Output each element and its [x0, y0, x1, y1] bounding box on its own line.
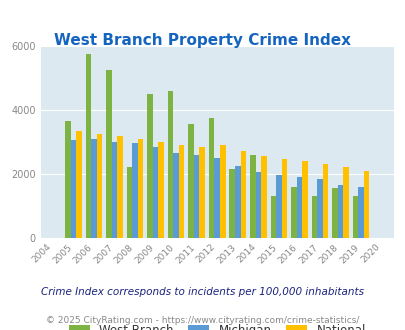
Bar: [126, 167, 132, 238]
Bar: [106, 70, 111, 238]
Bar: [132, 144, 138, 238]
Bar: [147, 94, 152, 238]
Bar: [255, 172, 260, 238]
Bar: [342, 167, 348, 238]
Bar: [173, 153, 179, 238]
Bar: [152, 147, 158, 238]
Bar: [249, 155, 255, 238]
Bar: [194, 155, 199, 238]
Bar: [316, 179, 322, 238]
Bar: [85, 54, 91, 238]
Bar: [281, 159, 286, 238]
Bar: [290, 186, 296, 238]
Bar: [158, 142, 164, 238]
Bar: [275, 176, 281, 238]
Bar: [220, 145, 225, 238]
Bar: [337, 185, 342, 238]
Bar: [352, 196, 357, 238]
Text: West Branch Property Crime Index: West Branch Property Crime Index: [54, 33, 351, 48]
Bar: [111, 142, 117, 238]
Bar: [270, 196, 275, 238]
Bar: [167, 91, 173, 238]
Text: © 2025 CityRating.com - https://www.cityrating.com/crime-statistics/: © 2025 CityRating.com - https://www.city…: [46, 315, 359, 325]
Bar: [209, 118, 214, 238]
Bar: [117, 136, 123, 238]
Bar: [331, 188, 337, 238]
Bar: [296, 177, 301, 238]
Bar: [76, 131, 81, 238]
Bar: [188, 124, 194, 238]
Bar: [234, 166, 240, 238]
Bar: [179, 145, 184, 238]
Bar: [96, 134, 102, 238]
Bar: [214, 158, 220, 238]
Bar: [311, 196, 316, 238]
Bar: [322, 164, 327, 238]
Legend: West Branch, Michigan, National: West Branch, Michigan, National: [68, 324, 365, 330]
Bar: [357, 186, 363, 238]
Bar: [240, 151, 245, 238]
Bar: [65, 121, 70, 238]
Text: Crime Index corresponds to incidents per 100,000 inhabitants: Crime Index corresponds to incidents per…: [41, 287, 364, 297]
Bar: [229, 169, 234, 238]
Bar: [301, 161, 307, 238]
Bar: [138, 139, 143, 238]
Bar: [260, 156, 266, 238]
Bar: [70, 140, 76, 238]
Bar: [363, 171, 369, 238]
Bar: [91, 139, 96, 238]
Bar: [199, 147, 205, 238]
